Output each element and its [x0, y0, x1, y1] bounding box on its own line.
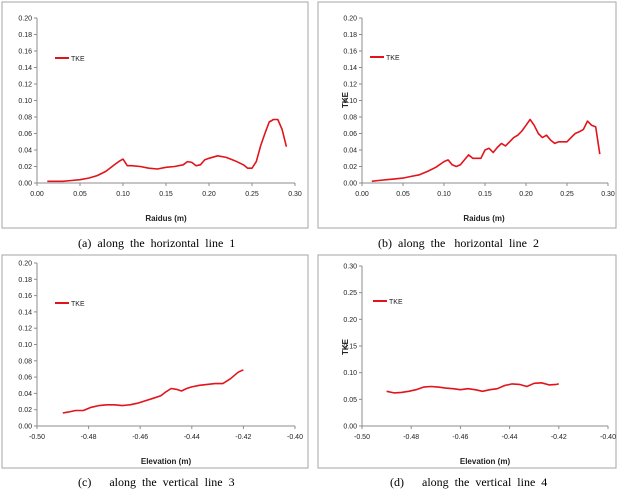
x-tick-label: 0.05 [73, 191, 87, 198]
y-tick-label: 0.14 [18, 65, 32, 72]
legend-label: TKE [386, 55, 400, 62]
y-tick-label: 0.15 [343, 344, 357, 351]
x-axis-label: Elevation (m) [141, 457, 192, 466]
y-tick-label: 0.02 [343, 164, 357, 171]
x-tick-label: 0.15 [478, 191, 492, 198]
y-tick-label: 0.14 [18, 309, 32, 316]
x-tick-label: 0.30 [288, 191, 302, 198]
x-tick-label: -0.40 [287, 434, 303, 441]
x-tick-label: -0.46 [132, 434, 148, 441]
chart-panel-c: 0.00 0.02 0.04 0.06 0.08 0.10 0.12 0.14 0.16 0.18… [1, 254, 309, 469]
y-tick-label: 0.02 [18, 407, 32, 414]
x-tick-label: -0.48 [81, 434, 97, 441]
x-tick-label: -0.42 [551, 434, 567, 441]
y-tick-label: 0.16 [18, 293, 32, 300]
x-tick-label: 0.10 [437, 191, 451, 198]
x-tick-label: 0.25 [245, 191, 259, 198]
legend-label: TKE [389, 299, 403, 306]
x-tick-label: -0.44 [184, 434, 200, 441]
y-tick-label: 0.20 [18, 261, 32, 268]
y-tick-label: 0.16 [18, 49, 32, 56]
caption-a: (a) along the horizontal line 1 [78, 236, 236, 250]
x-axis-label: Raidus (m) [145, 214, 187, 223]
y-tick-label: 0.00 [18, 181, 32, 188]
y-axis-label: TKE [341, 338, 350, 355]
y-tick-label: 0.12 [18, 326, 32, 333]
y-tick-label: 0.10 [18, 98, 32, 105]
chart-panel-a: 0.00 0.02 0.04 0.06 0.08 0.10 0.12 0.14 0.16 0.18… [1, 1, 309, 229]
y-tick-label: 0.10 [343, 370, 357, 377]
chart-frame [1, 254, 309, 469]
chart-panel-b: 0.00 0.02 0.04 0.06 0.08 0.10 0.12 0.14 0.16 0.18… [317, 1, 617, 229]
x-tick-label: 0.00 [355, 191, 369, 198]
y-tick-label: 0.05 [343, 397, 357, 404]
series-line-tke [47, 118, 288, 183]
x-tick-label: 0.30 [601, 191, 615, 198]
y-tick-label: 0.00 [343, 424, 357, 431]
y-tick-label: 0.20 [343, 16, 357, 23]
x-tick-label: -0.42 [235, 434, 251, 441]
y-tick-label: 0.16 [343, 49, 357, 56]
x-tick-label: 0.20 [202, 191, 216, 198]
y-tick-label: 0.12 [18, 82, 32, 89]
x-tick-label: -0.44 [502, 434, 518, 441]
chart-frame [317, 1, 617, 229]
y-tick-label: 0.06 [18, 375, 32, 382]
y-tick-label: 0.10 [343, 98, 357, 105]
y-tick-label: 0.00 [18, 424, 32, 431]
x-tick-label: -0.50 [29, 434, 45, 441]
y-tick-label: 0.30 [343, 264, 357, 271]
caption-d: (d) along the vertical line 4 [390, 475, 548, 489]
y-tick-label: 0.00 [343, 181, 357, 188]
y-tick-label: 0.18 [18, 32, 32, 39]
x-tick-label: -0.46 [452, 434, 468, 441]
series-line-tke [62, 369, 244, 414]
y-tick-label: 0.20 [343, 317, 357, 324]
x-tick-label: 0.25 [560, 191, 574, 198]
x-tick-label: -0.48 [403, 434, 419, 441]
series-line-tke [386, 381, 559, 394]
series-line-tke [371, 118, 601, 183]
y-tick-label: 0.08 [343, 115, 357, 122]
y-tick-label: 0.25 [343, 290, 357, 297]
y-tick-label: 0.08 [18, 115, 32, 122]
legend-label: TKE [71, 56, 85, 63]
y-tick-label: 0.06 [343, 131, 357, 138]
y-tick-label: 0.18 [343, 32, 357, 39]
y-tick-label: 0.06 [18, 131, 32, 138]
y-tick-label: 0.18 [18, 277, 32, 284]
y-axis-label: TKE [341, 91, 350, 108]
y-tick-label: 0.04 [18, 391, 32, 398]
caption-b: (b) along the horizontal line 2 [378, 236, 539, 250]
x-tick-label: -0.50 [354, 434, 370, 441]
y-tick-label: 0.04 [18, 148, 32, 155]
chart-frame [317, 254, 617, 469]
y-tick-label: 0.12 [343, 82, 357, 89]
y-tick-label: 0.04 [343, 148, 357, 155]
x-axis-label: Elevation (m) [460, 457, 511, 466]
caption-c: (c) along the vertical line 3 [78, 475, 235, 489]
x-tick-label: 0.00 [30, 191, 44, 198]
y-tick-label: 0.08 [18, 358, 32, 365]
y-tick-label: 0.02 [18, 164, 32, 171]
x-tick-label: 0.05 [396, 191, 410, 198]
y-tick-label: 0.20 [18, 16, 32, 23]
x-axis-label: Raidus (m) [463, 214, 505, 223]
chart-frame [1, 1, 309, 229]
x-tick-label: 0.10 [116, 191, 130, 198]
chart-panel-d: 0.00 0.05 0.10 0.15 0.20 0.25 0.30 -0.50 -0.48 -0… [317, 254, 617, 469]
legend-label: TKE [71, 301, 85, 308]
x-tick-label: 0.15 [159, 191, 173, 198]
x-tick-label: 0.20 [519, 191, 533, 198]
x-tick-label: -0.40 [600, 434, 616, 441]
y-tick-label: 0.10 [18, 342, 32, 349]
y-tick-label: 0.14 [343, 65, 357, 72]
